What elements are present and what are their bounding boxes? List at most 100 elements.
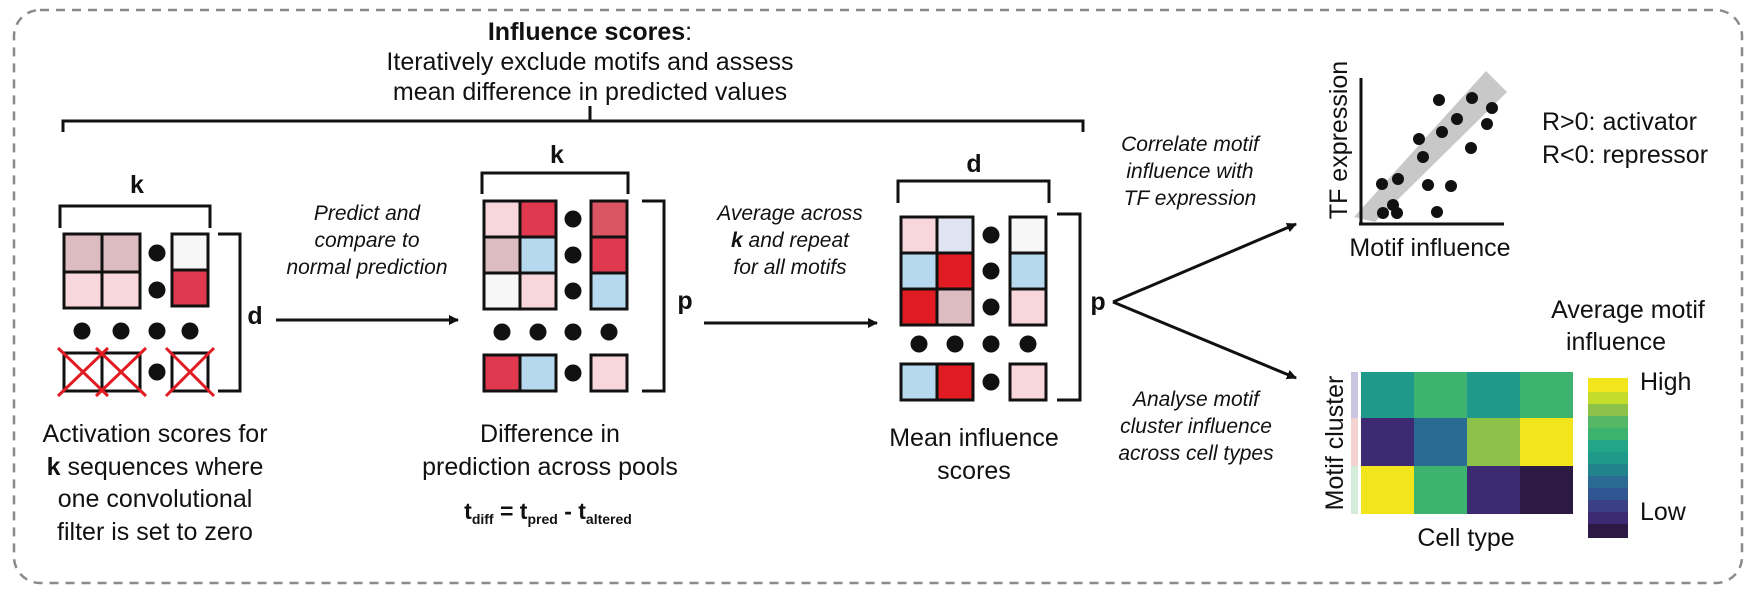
panel2-caption-1: Difference in [480,420,620,448]
legend-title-2: influence [1566,328,1666,356]
panel-mean-influence: d Mean influence scores [889,150,1082,485]
matrix-cell [935,362,975,402]
heatmap-y-label: Motif cluster [1321,376,1349,511]
panel1-caption-4: filter is set to zero [57,518,253,546]
heatmap-cell [1414,372,1467,418]
heatmap-x-label: Cell type [1417,524,1514,552]
matrix-cell [100,270,142,310]
ellipsis-dot [910,335,928,353]
heatmap-cell [1414,466,1467,514]
matrix-cell [935,287,975,327]
matrix-cell [518,353,558,393]
scatter-point [1377,207,1389,219]
arrow-to-scatter [1112,222,1297,304]
ellipsis-dot [181,322,199,340]
scatter-plot: TF expression Motif influence R>0: activ… [1325,61,1708,262]
matrix-cell [1008,215,1048,255]
panel2-k-label: k [550,141,564,169]
scatter-point [1465,142,1477,154]
scatter-point [1486,102,1498,114]
header-line2: mean difference in predicted values [393,78,787,106]
matrix-cell [518,271,558,311]
matrix-cell [482,271,522,311]
ellipsis-dot [148,363,166,381]
matrix-cell [482,353,522,393]
panel1-caption-1: Activation scores for [42,420,267,448]
upper-branch-text-1: Correlate motif [1121,133,1261,156]
ellipsis-dot [148,244,166,262]
matrix-cell [170,268,210,308]
matrix-cell [899,287,939,327]
panel1-d-bracket [218,232,242,393]
panel2-p-label: p [677,287,692,315]
scatter-point [1445,180,1457,192]
legend-low: Low [1640,498,1687,526]
scatter-note-repressor: R<0: repressor [1542,141,1708,169]
ellipsis-dot [564,323,582,341]
ellipsis-dot [564,246,582,264]
panel3-p-bracket [1057,212,1082,402]
scatter-point [1376,178,1388,190]
panel2-caption-2: prediction across pools [422,453,678,481]
upper-branch-text-3: TF expression [1124,187,1257,210]
scatter-point [1422,179,1434,191]
branch-p-label: p [1090,288,1105,316]
cluster-strip [1351,372,1358,418]
panel3-d-bracket [896,179,1051,203]
panel1-k-label: k [130,171,144,199]
confidence-band [1354,71,1507,222]
matrix-cell [1008,362,1048,402]
header-title: Influence scores: [488,18,692,46]
formula: tdiff = tpred - taltered [464,498,632,527]
top-bracket [61,119,1085,132]
matrix-cell [589,353,629,393]
matrix-cell [589,235,629,275]
ellipsis-dot [1019,335,1037,353]
header-line1: Iteratively exclude motifs and assess [386,48,793,76]
ellipsis-dot [982,298,1000,316]
matrix-cell [482,199,522,239]
arrow1-text-2: compare to [314,229,419,252]
heatmap-cell [1361,466,1414,514]
arrow2-text-2: k and repeat [731,229,850,252]
matrix-cell [62,232,104,274]
matrix-cell [899,251,939,291]
heatmap-cell [1414,418,1467,466]
heatmap-cell [1361,418,1414,466]
matrix-cell [518,199,558,239]
scatter-point [1392,173,1404,185]
panel2-k-bracket [480,171,630,194]
scatter-point [1433,94,1445,106]
ellipsis-dot [600,323,618,341]
matrix-cell [935,251,975,291]
matrix-cell [100,232,142,274]
scatter-y-label: TF expression [1325,61,1353,219]
arrow2-text-3: for all motifs [733,256,847,279]
matrix-cell [1008,287,1048,327]
lower-branch-text-2: cluster influence [1120,415,1272,438]
heatmap-cell [1467,418,1520,466]
panel2-p-bracket [642,199,666,393]
scatter-point [1413,133,1425,145]
upper-branch-text-2: influence with [1126,160,1253,183]
cluster-strip [1351,418,1358,466]
matrix-cell [899,362,939,402]
ellipsis-dot [493,323,511,341]
heatmap-cell [1520,466,1573,514]
heatmap-cell [1467,372,1520,418]
scatter-point [1481,118,1493,130]
matrix-cell [589,271,629,311]
scatter-point [1431,206,1443,218]
ellipsis-dot [564,210,582,228]
lower-branch-text-3: across cell types [1118,442,1274,465]
matrix-cell [589,199,629,239]
panel1-d-label: d [247,302,262,330]
ellipsis-dot [982,226,1000,244]
ellipsis-dot [73,322,91,340]
panel-difference: k p Difference in prediction across pool… [422,141,692,527]
dashed-frame [12,8,1744,585]
ellipsis-dot [982,262,1000,280]
ellipsis-dot [982,335,1000,353]
arrow1-text-3: normal prediction [286,256,447,279]
